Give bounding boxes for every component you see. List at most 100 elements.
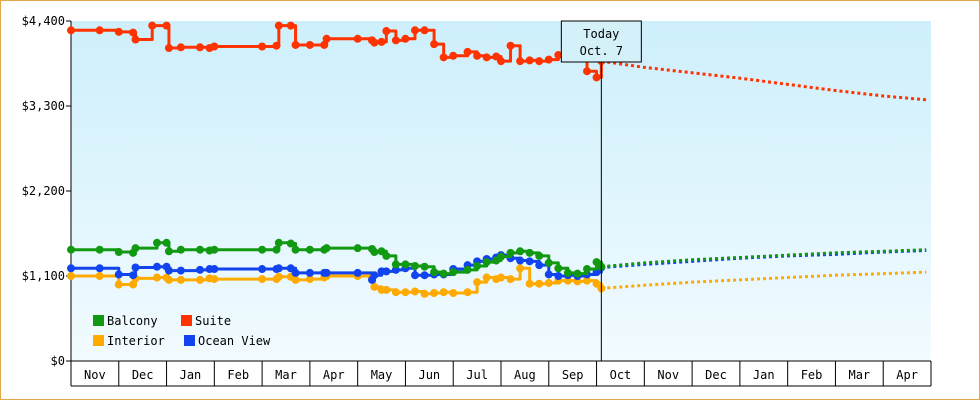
legend-swatch [93,335,104,346]
data-point [554,264,563,273]
data-point [482,53,491,62]
data-point [525,248,534,257]
data-point [286,21,295,30]
data-point [196,43,204,52]
data-point [420,271,429,280]
data-point [291,275,300,284]
legend-item-balcony: Balcony [93,314,158,328]
data-point [258,42,267,51]
x-tick-label: May [371,368,393,382]
data-point [473,51,482,60]
data-point [353,244,362,253]
data-point [583,265,591,274]
legend: Balcony Suite Interior Ocean View [93,314,271,348]
data-point [382,267,391,276]
series-group [67,21,927,298]
data-point [274,264,283,273]
data-point [129,271,138,280]
data-point [439,53,448,62]
data-point [291,40,300,49]
data-point [563,268,572,277]
data-point [196,245,204,254]
forecast-line [601,248,927,269]
data-point [370,271,379,280]
legend-item-interior: Interior [93,334,165,348]
legend-swatch [181,315,192,326]
data-point [535,251,544,260]
data-point [382,251,391,260]
data-point [305,245,314,254]
x-tick-label: Jan [753,368,775,382]
data-point [162,21,171,30]
x-tick-label: Oct [610,368,632,382]
data-point [114,270,123,279]
data-point [164,247,173,256]
data-point [535,57,544,66]
legend-swatch [184,335,195,346]
data-point [370,282,379,291]
data-point [305,275,314,284]
data-point [506,248,515,257]
x-tick-label: Jun [418,368,440,382]
data-point [131,35,140,44]
data-point [164,266,173,275]
data-point [114,248,123,257]
data-point [164,275,173,284]
data-point [67,272,75,280]
data-point [162,238,171,247]
data-point [525,257,534,266]
data-point [353,34,362,43]
data-point [305,40,314,49]
data-point [506,41,515,50]
data-point [439,269,448,278]
data-point [449,51,458,60]
data-point [153,262,161,271]
data-point [420,262,429,271]
x-tick-label: Jul [466,368,488,382]
today-label: Today [583,27,619,41]
data-point [210,265,219,274]
today-marker: Today Oct. 7 [560,20,642,361]
data-point [67,26,75,35]
data-point [176,43,185,52]
data-point [67,264,75,273]
data-point [210,42,219,51]
data-point [497,57,505,66]
data-point [583,276,591,285]
data-point [482,273,491,282]
data-point [274,272,283,281]
data-point [411,287,419,296]
y-axis: $0 $1,100 $2,200 $3,300 $4,400 [22,14,72,368]
data-point [473,278,482,287]
data-point [114,280,123,289]
x-tick-label: Apr [323,368,345,382]
data-point [573,269,582,278]
data-point [391,260,400,269]
data-point [401,34,410,43]
x-tick-label: Dec [132,368,154,382]
data-point [153,273,161,282]
actual-line [71,266,603,296]
y-tick-label: $3,300 [22,99,65,113]
y-tick-label: $2,200 [22,184,65,198]
data-point [129,28,138,37]
data-point [391,288,400,297]
y-tick-label: $4,400 [22,14,65,28]
data-point [382,285,391,294]
data-point [258,245,267,254]
data-point [401,260,410,269]
data-point [544,55,553,64]
data-point [305,268,314,277]
legend-label: Interior [107,334,165,348]
x-tick-label: Feb [227,368,249,382]
data-point [420,26,429,35]
data-point [95,245,104,254]
data-point [148,21,157,30]
data-point [583,67,591,76]
data-point [377,37,386,46]
x-tick-label: Jan [180,368,202,382]
data-point [463,265,472,274]
data-point [258,275,267,284]
data-point [535,261,544,270]
